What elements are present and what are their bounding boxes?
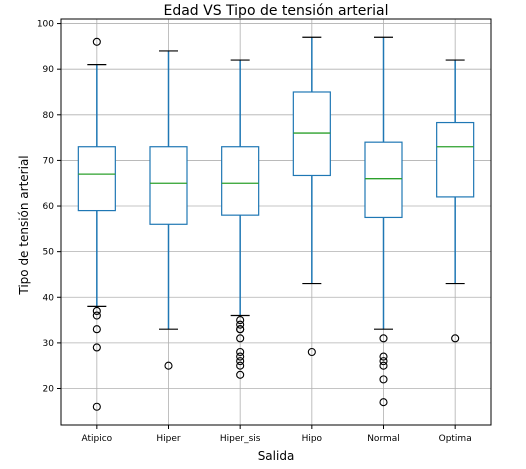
y-tick-label: 50 (43, 248, 55, 258)
y-tick-label: 30 (43, 339, 55, 349)
outlier-point (236, 357, 245, 366)
iqr-box (436, 121, 475, 198)
iqr-box (149, 146, 188, 225)
outlier-point (379, 361, 388, 370)
outlier-point (236, 316, 245, 325)
outlier-point (379, 398, 388, 407)
boxes-layer (77, 36, 475, 411)
outlier-point (236, 370, 245, 379)
outlier-point (379, 334, 388, 343)
outlier-point (236, 361, 245, 370)
outlier-point (236, 347, 245, 357)
outlier-point (451, 334, 460, 343)
x-tick-label: Hiper_sis (220, 434, 261, 444)
outlier-point (92, 306, 101, 316)
outlier-point (92, 325, 101, 334)
x-tick-label: Optima (439, 434, 472, 444)
outlier-point (379, 357, 388, 366)
outlier-point (307, 347, 316, 357)
iqr-box (77, 146, 116, 212)
outlier-point (92, 343, 101, 352)
outlier-point (379, 352, 388, 361)
ticks-layer: 20 30 40 50 60 70 80 90 100 Atipico Hiper Hiper_sis… (37, 20, 472, 444)
x-tick-label: Normal (367, 434, 400, 444)
grid-layer (61, 19, 491, 425)
y-tick-label: 20 (43, 385, 55, 395)
y-tick-label: 100 (37, 20, 54, 30)
outlier-point (236, 325, 245, 334)
iqr-box (221, 146, 260, 216)
y-tick-label: 40 (43, 293, 55, 303)
y-tick-label: 70 (43, 156, 55, 166)
box-group-atipico (77, 37, 116, 411)
outlier-point (379, 375, 388, 384)
x-axis-label: Salida (258, 449, 295, 463)
box-group-hiper (149, 50, 188, 370)
outlier-point (92, 402, 101, 411)
box-group-normal (364, 36, 403, 407)
outlier-point (164, 361, 173, 370)
outlier-point (236, 352, 245, 361)
chart-title: Edad VS Tipo de tensión arterial (163, 3, 388, 19)
x-tick-label: Atipico (81, 434, 112, 444)
outlier-point (92, 37, 101, 46)
plot-frame (60, 18, 492, 426)
iqr-box (292, 91, 331, 177)
outlier-point (92, 311, 101, 320)
y-tick-label: 60 (43, 202, 55, 212)
iqr-box (364, 141, 403, 219)
y-axis-label: Tipo de tensión arterial (17, 155, 31, 295)
box-group-optima (436, 59, 475, 343)
outlier-point (236, 334, 245, 343)
box-group-hiper-sis (221, 59, 260, 379)
y-tick-label: 80 (43, 111, 55, 121)
outlier-point (236, 320, 245, 329)
x-tick-label: Hipo (302, 434, 323, 444)
x-tick-label: Hiper (156, 434, 181, 444)
y-tick-label: 90 (43, 65, 55, 75)
box-group-hipo (292, 36, 331, 357)
